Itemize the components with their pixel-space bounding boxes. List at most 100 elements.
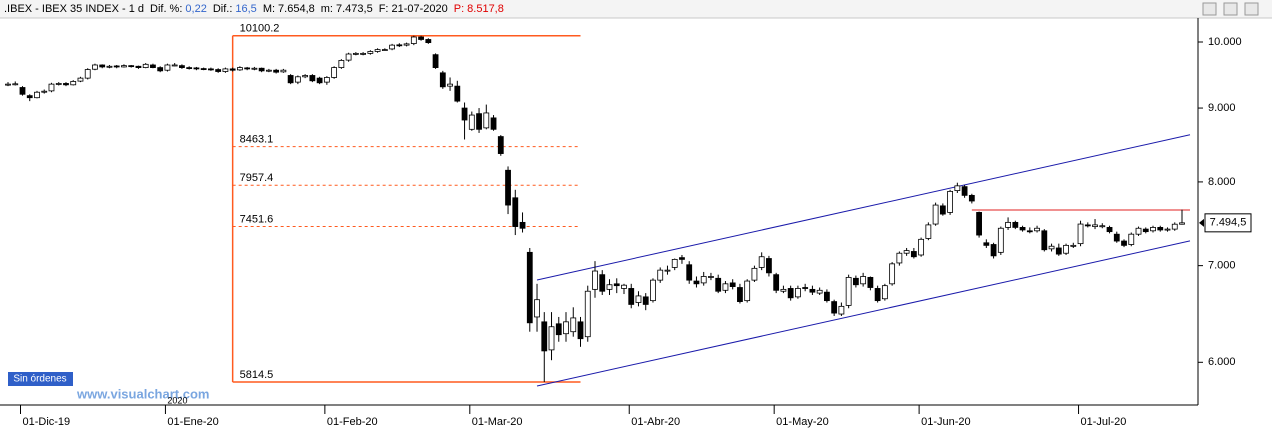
candle-body [1099,225,1106,228]
candle-body [874,288,881,302]
x-tick-label: 01-Mar-20 [472,416,523,428]
candle-body [758,256,765,268]
x-tick-label: 01-Ene-20 [167,416,218,428]
candle-body [526,251,533,324]
candle-body [621,284,627,289]
candle-body [1048,245,1055,250]
candle-body [773,274,780,291]
candle-body [505,169,511,206]
candle-body [374,49,381,52]
candle-body [613,283,620,287]
candle-body [1171,223,1178,230]
candle-body [106,65,113,68]
candle-body [1157,227,1164,231]
candle-body [99,64,106,68]
candle-body [121,65,127,68]
button[interactable] [1202,2,1217,16]
y-tick-label: 10.000 [1208,36,1242,48]
y-tick-label: 8.000 [1208,176,1236,188]
field-label: m: [321,3,333,15]
candle-body [26,95,33,99]
candle-body [215,69,222,72]
candle-body [193,67,200,70]
candle-body [251,67,258,70]
candle-body [751,267,758,281]
candle-body [331,67,338,78]
candle-body [229,68,236,71]
candle-body [287,75,294,84]
candle-body [367,51,374,54]
field-label: F: [379,3,389,15]
field-label: P: [454,3,464,15]
year-label: 2020 [167,395,187,405]
x-tick-label: 01-Jul-20 [1081,416,1127,428]
window-buttons[interactable] [1202,2,1259,16]
field-label: Dif. %: [150,3,182,15]
candle-body [722,283,729,291]
candle-body [425,39,432,44]
candle-body [584,290,591,338]
field-value: 8.517,8 [467,3,504,15]
candle-body [1034,227,1040,232]
header-title: .IBEX - IBEX 35 INDEX - 1 d [4,3,144,15]
candle-body [838,305,845,315]
candle-body [737,287,743,302]
candle-body [881,285,888,300]
candle-body [845,276,852,306]
candle-body [19,87,26,95]
candle-body [809,288,816,293]
candle-body [128,65,135,68]
candle-body [932,204,939,225]
candle-body [693,280,700,285]
candle-body [171,64,178,67]
header-text: .IBEX - IBEX 35 INDEX - 1 d Dif. %: 0,22 Di… [4,3,504,15]
trend-line [536,240,1191,387]
candle-body [824,291,830,302]
candle-body [686,264,693,281]
candle-body [599,274,606,292]
candle-body [150,64,156,68]
candle-body [432,54,439,68]
candle-body [1092,224,1098,227]
candle-body [896,252,903,264]
candle-body [1026,230,1033,233]
candle-body [418,36,424,40]
candle-body [831,301,838,314]
x-tick-label: 01-May-20 [776,416,829,428]
candle-body [186,67,193,69]
candle-body [447,83,453,87]
candle-body [222,68,229,72]
fib-label: 7957.4 [240,172,274,184]
candle-body [135,65,142,68]
candle-body [1012,221,1019,228]
field-value: 0,22 [185,3,206,15]
button[interactable] [1223,2,1238,16]
watermark: www.visualchart.com [76,386,209,401]
button[interactable] [1244,2,1259,16]
candle-body [541,321,548,352]
candle-body [570,317,577,333]
candle-body [497,136,504,154]
candle-body [650,279,656,302]
candle-body [490,117,497,130]
candle-body [787,288,794,299]
trend-line [536,134,1191,281]
candle-body [157,67,164,72]
candle-body [309,75,316,82]
last-price-box [1204,213,1252,233]
candle-body [352,52,359,55]
candle-body [700,276,707,284]
candle-body [795,288,801,298]
candle-body [997,227,1004,253]
field-label: M: [263,3,275,15]
candle-body [273,69,280,73]
candle-body [889,263,896,285]
candle-body [961,186,968,196]
candle-body [606,284,613,290]
candle-body [1106,227,1113,233]
candle-body [389,44,395,50]
candle-body [316,77,323,84]
candle-body [258,67,265,72]
candle-body [1164,228,1171,231]
